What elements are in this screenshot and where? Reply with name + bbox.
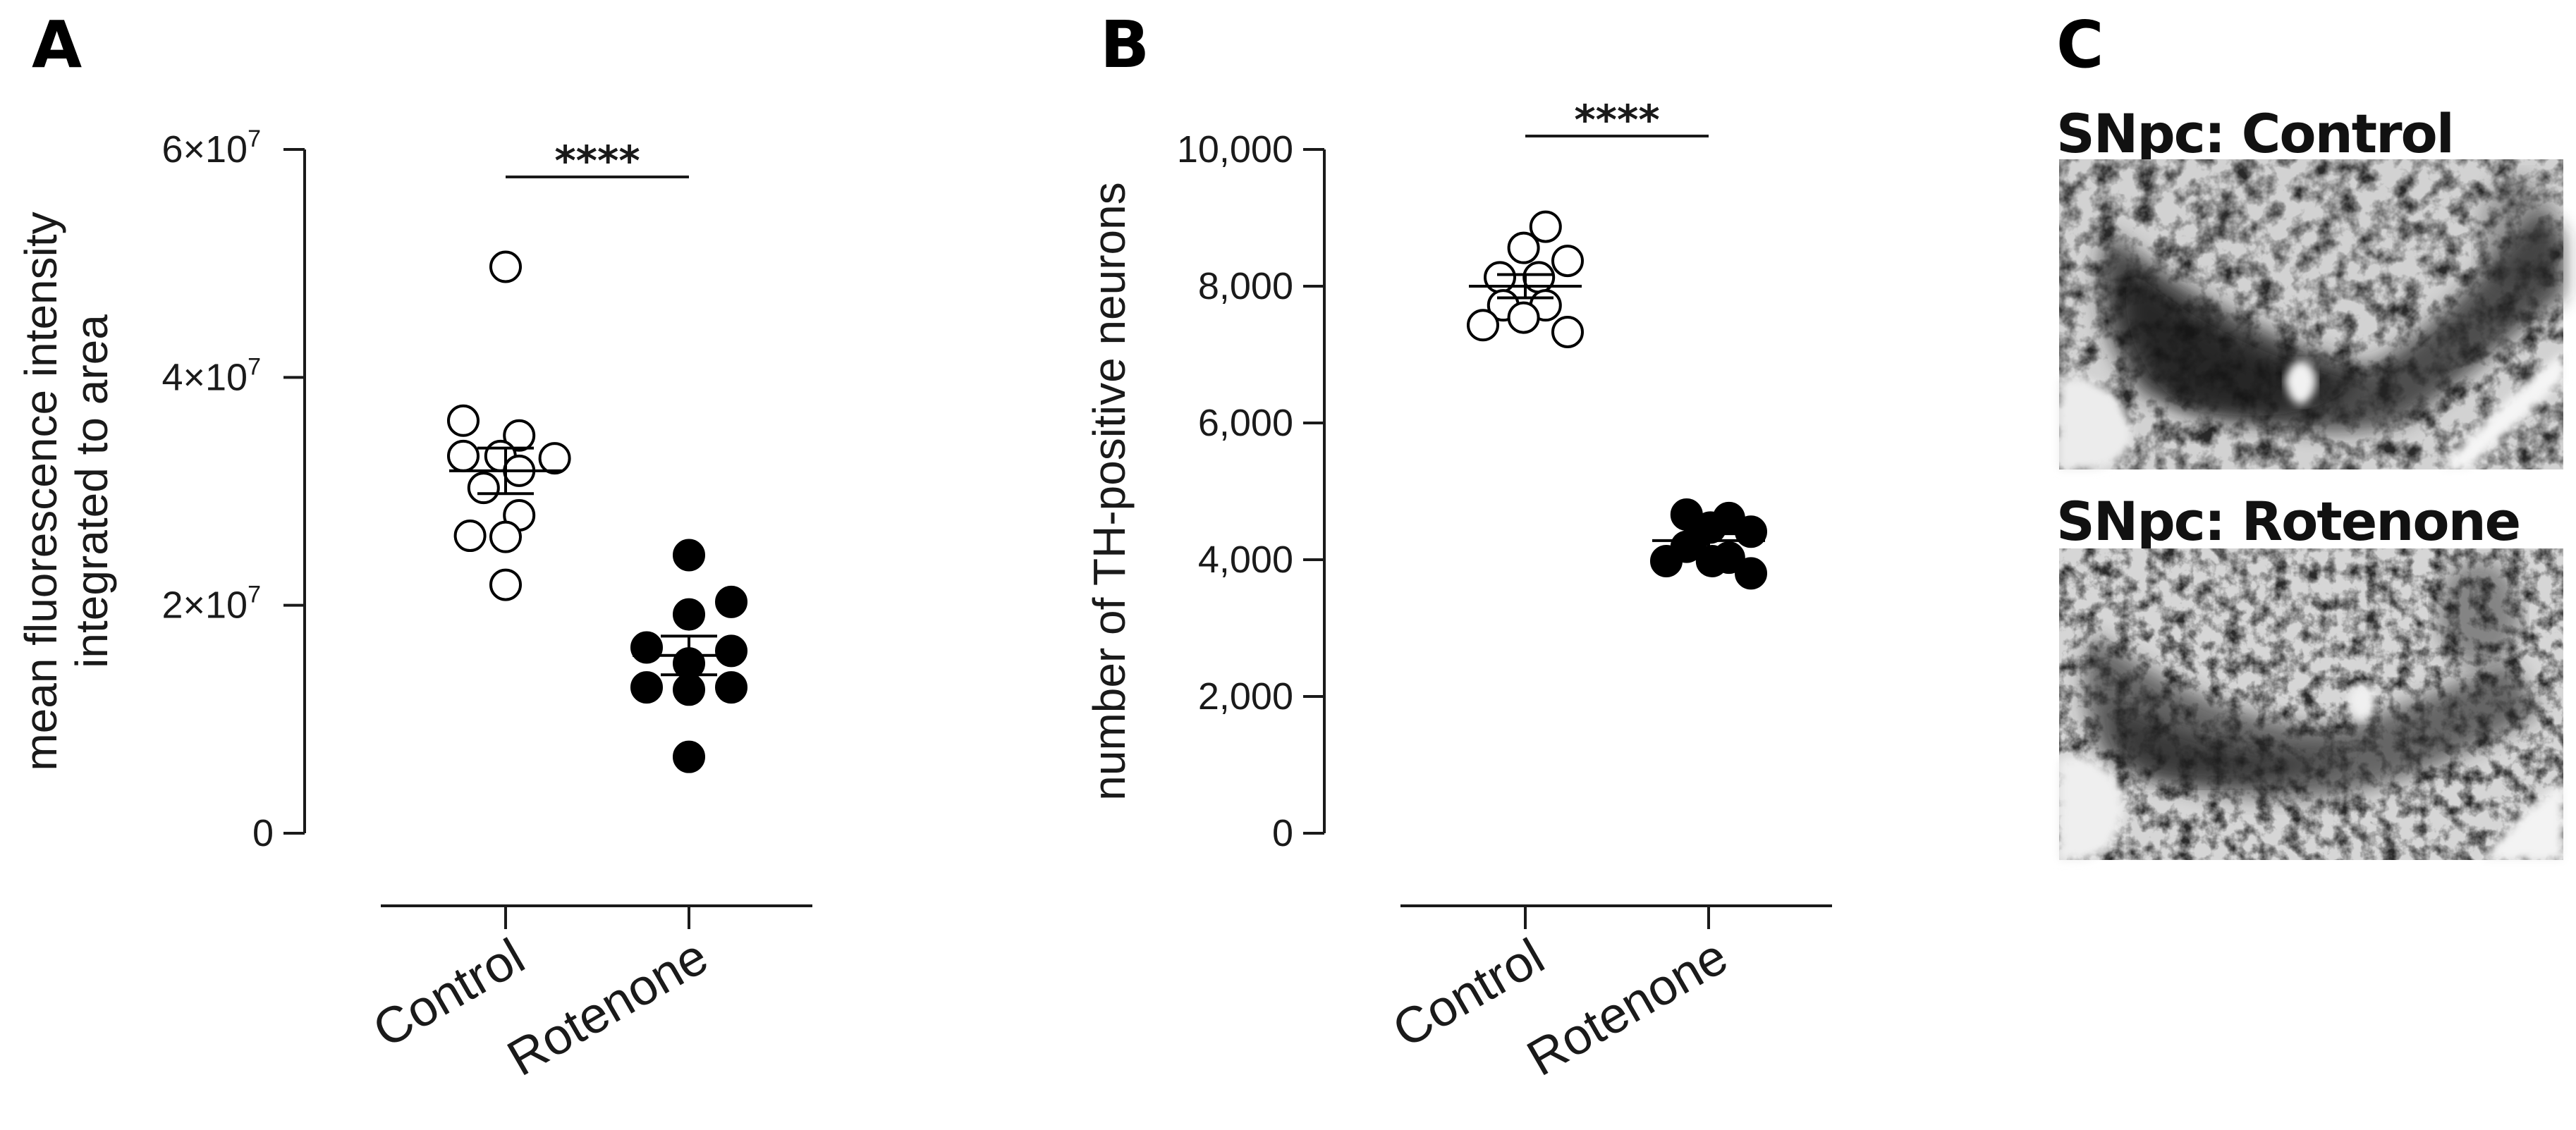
data-point-rotenone [715, 634, 747, 668]
micrographs: SNpc: Control SNpc: Rotenone [2056, 102, 2563, 860]
y-tick-label-exponent: 7 [248, 582, 261, 608]
data-point-rotenone [673, 673, 705, 706]
data-point-control [1507, 231, 1540, 264]
y-tick-label-base: 6×10 [161, 128, 248, 171]
data-point-control [1467, 309, 1499, 342]
data-point-rotenone [715, 585, 747, 618]
micrograph-rotenone [2059, 548, 2563, 860]
y-tick-label: 6,000 [1198, 402, 1293, 444]
micrograph-title-rotenone: SNpc: Rotenone [2056, 490, 2520, 553]
x-tick-label-rotenone: Rotenone [1518, 928, 1737, 1087]
data-point-control [1529, 210, 1562, 243]
data-point-control [489, 568, 522, 601]
panel-label-c: C [2056, 7, 2104, 82]
data-point-rotenone [1735, 515, 1767, 548]
data-point-control [538, 442, 571, 475]
y-tick-label: 4×107 [161, 353, 261, 398]
micrograph-title-control: SNpc: Control [2056, 102, 2453, 165]
data-point-control [1551, 315, 1584, 348]
y-tick-label: 2,000 [1198, 675, 1293, 718]
data-point-control [489, 520, 522, 553]
data-point-control [503, 419, 536, 452]
data-point-rotenone [630, 671, 663, 704]
data-point-control [489, 250, 522, 283]
y-axis-title-a: mean fluorescence intensity integrated t… [16, 211, 117, 770]
data-point-rotenone [630, 631, 663, 664]
mean-sem-b [1469, 273, 1765, 549]
y-ticks-b: 0 2,000 4,000 6,000 8,000 10,000 [1177, 128, 1324, 854]
panel-label-a: A [32, 7, 82, 82]
data-point-rotenone [673, 740, 705, 773]
y-tick-label: 10,000 [1177, 128, 1293, 171]
data-point-rotenone [1735, 557, 1767, 590]
significance-label-b: **** [1574, 96, 1659, 144]
data-point-rotenone [715, 671, 747, 704]
y-tick-label: 8,000 [1198, 265, 1293, 307]
points-b [1467, 210, 1767, 590]
significance-b: **** [1525, 96, 1709, 144]
chart-b: 0 2,000 4,000 6,000 8,000 10,000 number of TH… [1084, 96, 1832, 1087]
data-point-control [1522, 261, 1556, 294]
y-axis-title-a-line1: mean fluorescence intensity [16, 211, 66, 770]
data-point-control [447, 404, 480, 437]
y-tick-label-exponent: 7 [248, 353, 261, 380]
micrograph-control [2059, 159, 2563, 469]
y-tick-label: 2×107 [161, 582, 261, 627]
data-point-control [1507, 301, 1540, 334]
y-tick-label: 4,000 [1198, 539, 1293, 581]
significance-a: **** [506, 137, 689, 185]
data-point-control [453, 520, 487, 553]
data-point-control [1484, 261, 1516, 294]
x-tick-label-rotenone: Rotenone [499, 928, 717, 1087]
data-point-control [1551, 245, 1584, 278]
y-axis-title-a-line2: integrated to area [66, 314, 117, 668]
significance-label-a: **** [554, 137, 640, 185]
data-point-control [467, 472, 500, 505]
y-tick-label: 6×107 [161, 125, 261, 171]
data-point-rotenone [673, 539, 705, 572]
y-axis-title-b: number of TH-positive neurons [1084, 182, 1135, 800]
y-tick-label-exponent: 7 [248, 125, 261, 152]
data-point-rotenone [673, 598, 705, 631]
mean-sem-a [449, 446, 745, 677]
data-point-control [447, 439, 480, 472]
data-point-rotenone [1650, 544, 1683, 577]
data-point-rotenone [1695, 544, 1728, 577]
y-tick-label-base: 4×10 [161, 356, 248, 398]
points-a [447, 250, 747, 773]
y-tick-label: 0 [1272, 812, 1293, 854]
y-tick-label: 0 [252, 812, 274, 854]
y-tick-label-base: 2×10 [161, 584, 248, 627]
panel-label-b: B [1100, 7, 1149, 82]
